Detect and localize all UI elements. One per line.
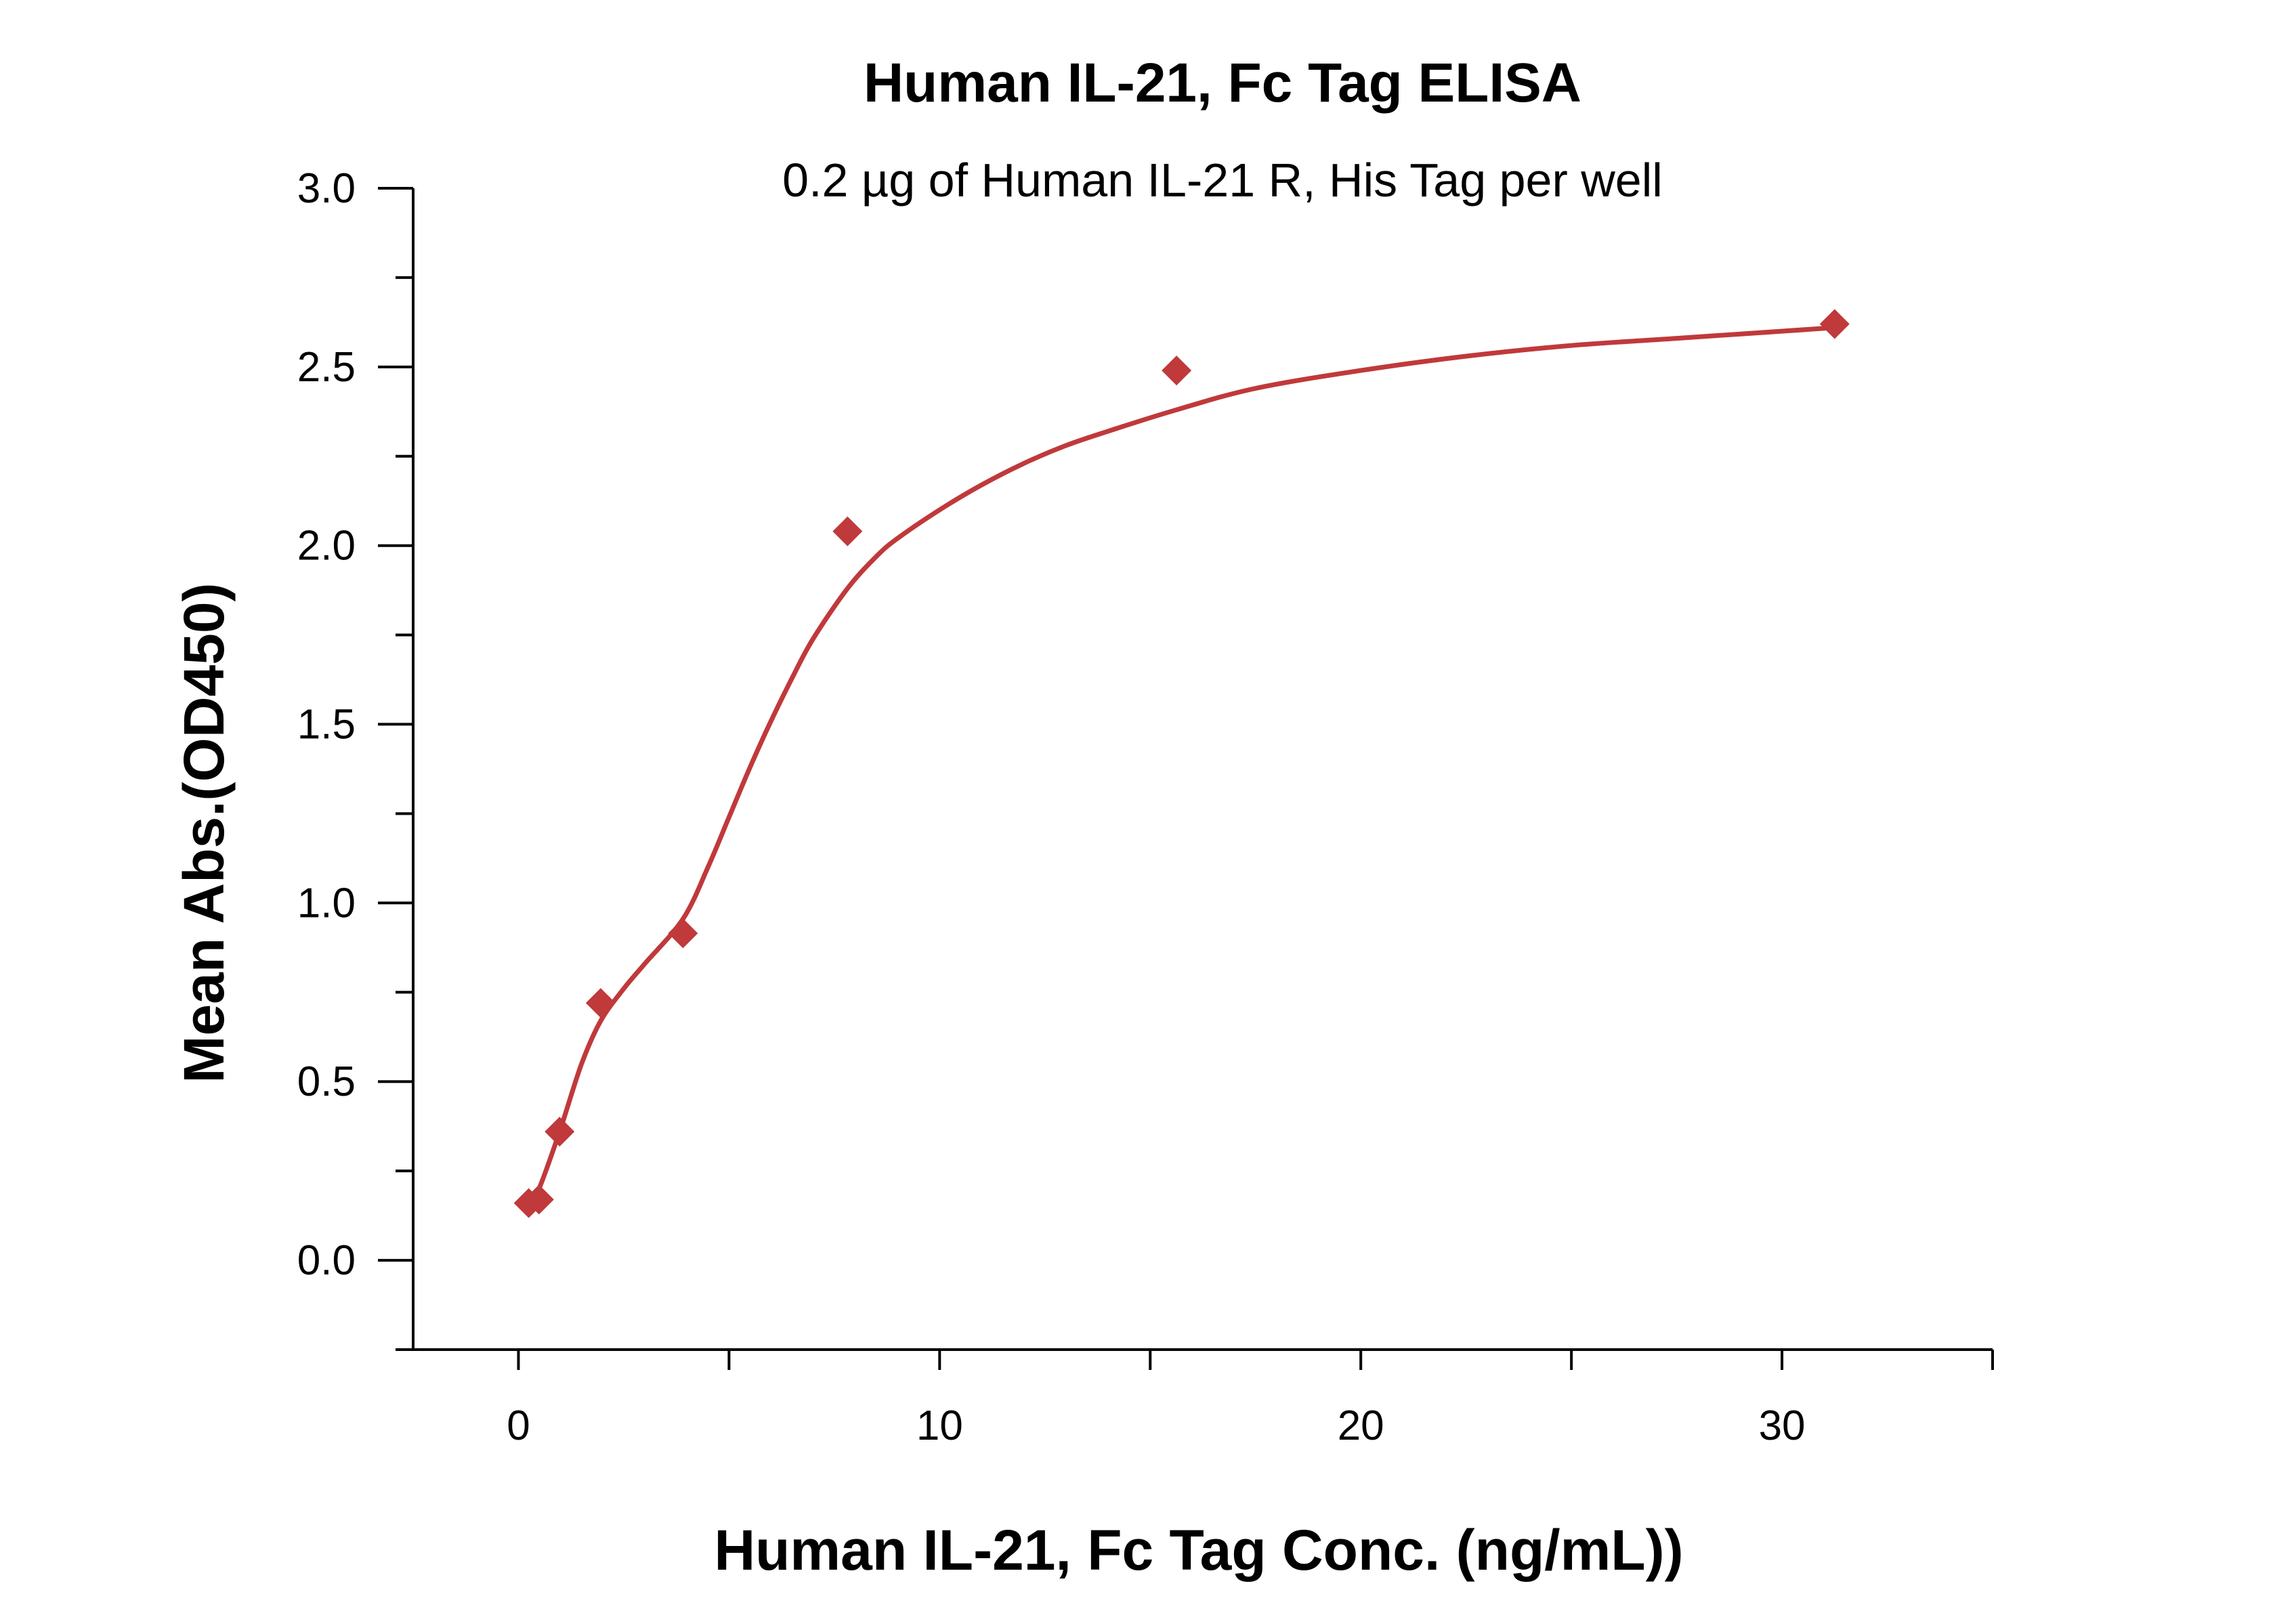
data-point — [668, 918, 698, 949]
x-tick-label: 10 — [916, 1402, 963, 1449]
y-tick-label: 1.0 — [297, 880, 356, 926]
fit-curve — [526, 325, 1835, 1205]
data-point — [1162, 356, 1192, 386]
x-tick-label: 0 — [507, 1402, 530, 1449]
y-tick-label: 0.0 — [297, 1237, 356, 1284]
y-tick-label: 3.0 — [297, 165, 356, 212]
y-tick-label: 0.5 — [297, 1058, 356, 1105]
x-tick-label: 30 — [1759, 1402, 1806, 1449]
y-axis-ticks: 0.0 0.5 1.0 1.5 2.0 2.5 3.0 — [297, 165, 413, 1351]
x-tick-label: 20 — [1338, 1402, 1384, 1449]
data-point — [545, 1117, 575, 1147]
data-point — [1819, 309, 1850, 339]
x-axis-ticks: 0 10 20 30 — [507, 1350, 1994, 1449]
chart-subtitle: 0.2 µg of Human IL-21 R, His Tag per wel… — [782, 154, 1663, 207]
y-tick-label: 2.0 — [297, 523, 356, 570]
x-axis-label: Human IL-21, Fc Tag Conc. (ng/mL)) — [714, 1518, 1683, 1582]
data-point — [832, 516, 863, 546]
data-point — [524, 1184, 554, 1215]
data-markers — [513, 309, 1850, 1218]
chart-title: Human IL-21, Fc Tag ELISA — [864, 52, 1581, 114]
y-tick-label: 2.5 — [297, 344, 356, 391]
y-axis-label: Mean Abs.(OD450) — [172, 582, 236, 1083]
data-point — [585, 988, 616, 1018]
y-tick-label: 1.5 — [297, 702, 356, 748]
